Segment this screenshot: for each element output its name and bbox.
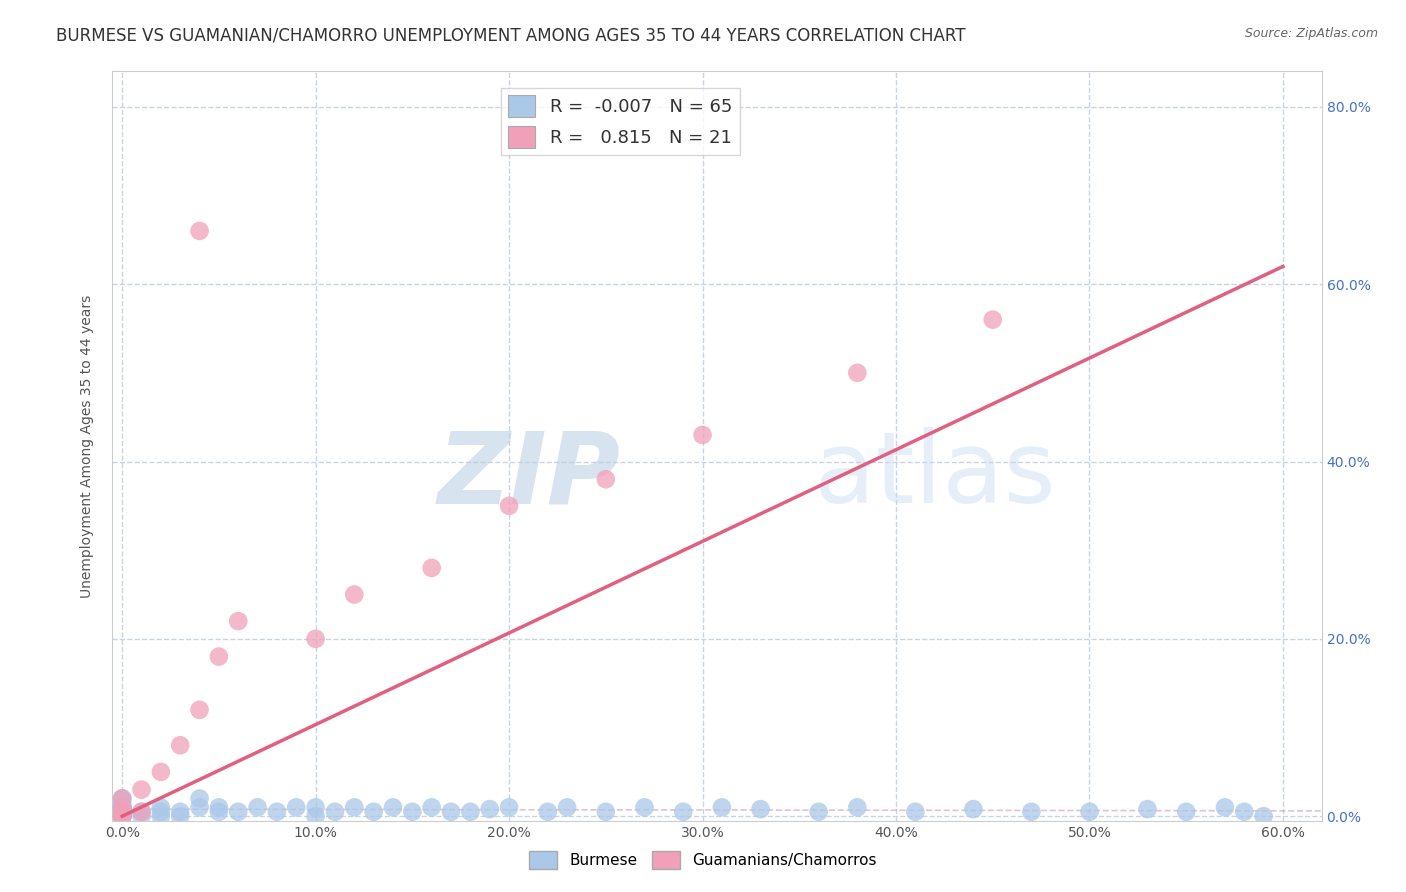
Point [131, 805, 153, 819]
Point [1253, 809, 1275, 823]
Point [749, 802, 772, 816]
Point [149, 805, 172, 819]
Point [440, 805, 463, 819]
Point [498, 499, 520, 513]
Point [208, 805, 231, 819]
Point [111, 796, 134, 810]
Point [672, 805, 695, 819]
Point [111, 809, 134, 823]
Point [111, 805, 134, 819]
Point [537, 805, 560, 819]
Point [343, 800, 366, 814]
Point [111, 809, 134, 823]
Point [149, 809, 172, 823]
Point [1021, 805, 1043, 819]
Point [111, 809, 134, 823]
Point [131, 809, 153, 823]
Point [149, 764, 172, 779]
Point [111, 800, 134, 814]
Point [962, 802, 984, 816]
Point [246, 800, 269, 814]
Point [1078, 805, 1101, 819]
Point [226, 805, 249, 819]
Point [846, 800, 869, 814]
Point [111, 809, 134, 823]
Point [981, 312, 1004, 326]
Point [131, 805, 153, 819]
Point [323, 805, 346, 819]
Point [111, 805, 134, 819]
Point [111, 800, 134, 814]
Point [478, 802, 501, 816]
Point [208, 649, 231, 664]
Point [266, 805, 288, 819]
Point [226, 614, 249, 628]
Point [420, 800, 443, 814]
Point [111, 809, 134, 823]
Point [188, 703, 211, 717]
Point [904, 805, 927, 819]
Point [1213, 800, 1236, 814]
Point [111, 796, 134, 810]
Point [111, 800, 134, 814]
Legend: Burmese, Guamanians/Chamorros: Burmese, Guamanians/Chamorros [523, 845, 883, 875]
Point [111, 809, 134, 823]
Point [188, 791, 211, 805]
Point [498, 800, 520, 814]
Point [595, 805, 617, 819]
Point [111, 809, 134, 823]
Text: ZIP: ZIP [437, 427, 620, 524]
Point [710, 800, 733, 814]
Text: atlas: atlas [814, 427, 1056, 524]
Point [420, 561, 443, 575]
Point [111, 809, 134, 823]
Point [111, 800, 134, 814]
Point [555, 800, 578, 814]
Point [111, 809, 134, 823]
Point [111, 805, 134, 819]
Point [111, 809, 134, 823]
Point [401, 805, 423, 819]
Point [285, 800, 308, 814]
Text: BURMESE VS GUAMANIAN/CHAMORRO UNEMPLOYMENT AMONG AGES 35 TO 44 YEARS CORRELATION: BURMESE VS GUAMANIAN/CHAMORRO UNEMPLOYME… [56, 27, 966, 45]
Text: Source: ZipAtlas.com: Source: ZipAtlas.com [1244, 27, 1378, 40]
Point [188, 224, 211, 238]
Point [131, 782, 153, 797]
Point [304, 632, 326, 646]
Point [111, 809, 134, 823]
Y-axis label: Unemployment Among Ages 35 to 44 years: Unemployment Among Ages 35 to 44 years [80, 294, 94, 598]
Point [111, 791, 134, 805]
Point [1233, 805, 1256, 819]
Point [304, 800, 326, 814]
Point [111, 800, 134, 814]
Point [111, 791, 134, 805]
Point [807, 805, 830, 819]
Legend: R =  -0.007   N = 65, R =   0.815   N = 21: R = -0.007 N = 65, R = 0.815 N = 21 [501, 88, 740, 155]
Point [633, 800, 655, 814]
Point [111, 802, 134, 816]
Point [304, 809, 326, 823]
Point [169, 809, 191, 823]
Point [595, 472, 617, 486]
Point [149, 800, 172, 814]
Point [343, 588, 366, 602]
Point [692, 428, 714, 442]
Point [208, 800, 231, 814]
Point [1175, 805, 1198, 819]
Point [111, 809, 134, 823]
Point [382, 800, 405, 814]
Point [1136, 802, 1159, 816]
Point [169, 805, 191, 819]
Point [111, 791, 134, 805]
Point [363, 805, 385, 819]
Point [169, 739, 191, 753]
Point [846, 366, 869, 380]
Point [460, 805, 482, 819]
Point [188, 800, 211, 814]
